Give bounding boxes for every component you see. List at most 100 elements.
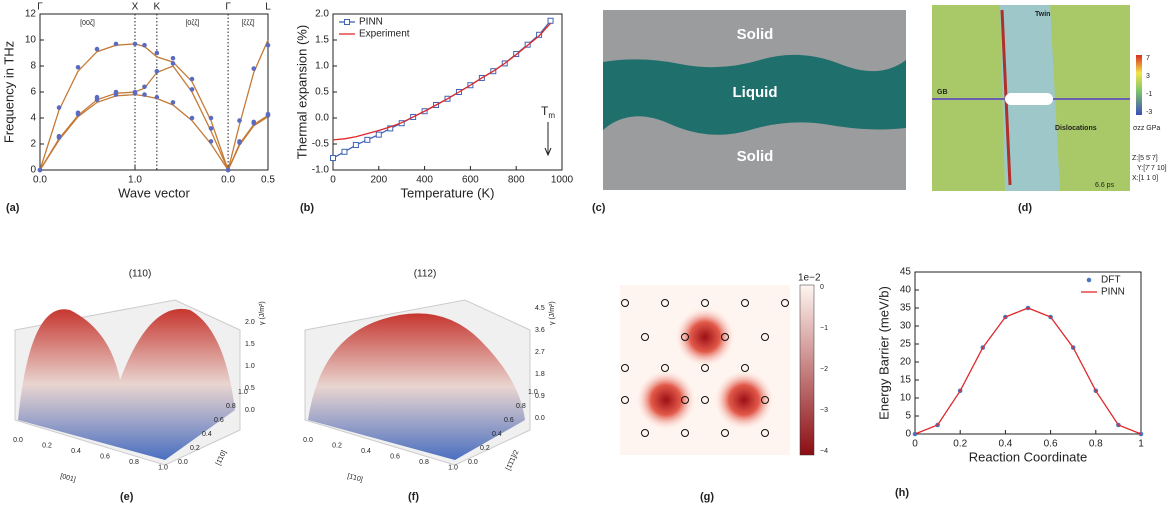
- tick-label: 0.8: [226, 403, 236, 410]
- x-tick-label: 0.2: [953, 439, 967, 450]
- tick-label: 0.4: [361, 448, 371, 455]
- tick-label: 1.0: [238, 389, 248, 396]
- y-tick-label: 12: [25, 9, 37, 20]
- y-tick-label: 30: [900, 321, 912, 332]
- atom-site: [641, 429, 649, 437]
- annotation: Tm: [541, 104, 555, 120]
- marker: [142, 92, 147, 97]
- marker: [352, 142, 359, 149]
- marker: [75, 65, 81, 70]
- y-tick-label: -1.0: [312, 165, 330, 176]
- tick-label: 1.0: [245, 363, 255, 370]
- direction-label: [00ζ]: [80, 20, 95, 27]
- axis-label: Z:[5 5̄ 7]: [1132, 155, 1158, 162]
- marker: [132, 41, 138, 47]
- x-tick-label: 0.0: [33, 175, 47, 186]
- y-tick-label: 5: [905, 411, 911, 422]
- symmetry-label: L: [265, 2, 271, 13]
- marker: [94, 97, 100, 103]
- tick-label: 1.8: [535, 371, 545, 378]
- tick-label: 0.8: [516, 403, 526, 410]
- marker: [56, 105, 62, 110]
- tick-label: 0.0: [303, 437, 313, 444]
- liquid-region: [603, 54, 906, 135]
- panel-e: (110) [001] [1̄10] γ (J/m²) (e): [14, 269, 266, 503]
- colorbar-unit: σzz GPa: [1133, 125, 1160, 132]
- tick-label: 3: [1146, 73, 1150, 80]
- marker: [208, 126, 214, 131]
- series-line: [332, 22, 552, 141]
- tick-label: 0.6: [214, 417, 224, 424]
- x-tick-label: 1000: [551, 175, 574, 186]
- x-tick-label: 0: [330, 175, 336, 186]
- marker: [154, 50, 160, 56]
- atom-site: [661, 364, 669, 372]
- atom-site: [661, 299, 669, 307]
- axis-label: Y:[7̄ 7 10]: [1137, 165, 1167, 172]
- atom-site: [701, 299, 709, 307]
- energy-well: [636, 370, 696, 430]
- marker: [547, 17, 554, 24]
- tick-label: −4: [820, 448, 828, 455]
- x-tick-label: 800: [508, 175, 525, 186]
- x-tick-label: 0.0: [221, 175, 235, 186]
- legend-marker: [344, 19, 350, 25]
- marker: [113, 41, 119, 47]
- tick-label: 0.2: [42, 442, 52, 449]
- axis-label: γ (J/m²): [259, 301, 266, 325]
- y-tick-label: 20: [900, 357, 912, 368]
- colorbar: [799, 284, 815, 456]
- colorbar-exponent: 1e−2: [798, 273, 821, 284]
- axis-label: [1̄10]: [346, 473, 363, 484]
- symmetry-label: Γ: [225, 2, 231, 13]
- atom-site: [721, 429, 729, 437]
- atom-site: [761, 396, 769, 404]
- marker: [536, 31, 543, 38]
- atom-site: [681, 429, 689, 437]
- colorbar: [1136, 55, 1142, 115]
- series-line: [39, 93, 269, 172]
- plot-title: (110): [129, 269, 152, 280]
- marker: [364, 136, 371, 143]
- y-tick-label: 6: [30, 87, 36, 98]
- tick-label: 0.0: [468, 459, 478, 466]
- tick-label: 0.0: [535, 415, 545, 422]
- tick-label: 3.6: [535, 327, 545, 334]
- y-tick-label: 0.5: [315, 87, 329, 98]
- x-tick-label: 0.5: [261, 175, 275, 186]
- panel-f: (112) [1̄10] [1̄1̄1]/2 γ (J/m²) (f): [304, 269, 556, 503]
- y-tick-label: 0: [30, 165, 36, 176]
- dislocations-label: Dislocations: [1055, 125, 1097, 132]
- tick-label: -1: [1146, 91, 1152, 98]
- surface: [18, 308, 235, 460]
- crack: [1005, 93, 1053, 105]
- marker: [132, 91, 138, 96]
- liquid-label: Liquid: [733, 84, 778, 101]
- tick-label: 0.2: [190, 445, 200, 452]
- panel-label: (b): [300, 202, 314, 214]
- x-tick-label: 1: [1138, 439, 1144, 450]
- marker: [375, 131, 382, 138]
- tick-label: 0.9: [535, 393, 545, 400]
- energy-well: [675, 307, 735, 367]
- tick-label: 0.0: [245, 407, 255, 414]
- atom-site: [621, 396, 629, 404]
- marker: [56, 135, 62, 140]
- panel-label: (a): [6, 202, 20, 214]
- axis-label: [001]: [59, 473, 76, 484]
- tick-label: 0.2: [332, 442, 342, 449]
- tick-label: 1.0: [158, 464, 168, 471]
- marker: [170, 55, 176, 61]
- x-tick-label: 400: [416, 175, 433, 186]
- x-axis-label: Wave vector: [118, 185, 190, 200]
- y-tick-label: 8: [30, 61, 36, 72]
- direction-label: [0ζζ]: [185, 20, 199, 27]
- legend-label: PINN: [1101, 287, 1125, 298]
- atom-site: [621, 364, 629, 372]
- tick-label: 0.6: [504, 417, 514, 424]
- solid-label: Solid: [737, 26, 774, 43]
- marker: [341, 148, 348, 155]
- y-tick-label: 2: [30, 139, 36, 150]
- symmetry-label: X: [132, 2, 139, 13]
- tick-label: -3: [1146, 109, 1152, 116]
